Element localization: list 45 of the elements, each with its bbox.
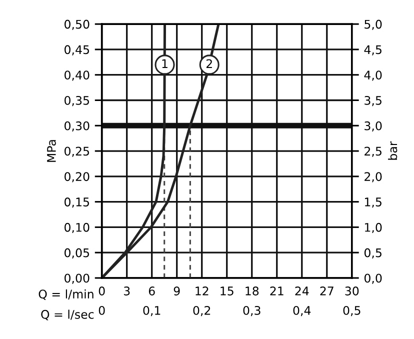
y-tick-label: 0,50 (64, 20, 90, 30)
y-tick-label: 0,10 (64, 222, 90, 234)
x2-axis-title: Q = l/sec (41, 310, 94, 320)
x2-tick-label: 0,1 (143, 306, 160, 316)
y-tick-label: 0,20 (64, 172, 90, 182)
y-tick-label: 0,40 (64, 70, 90, 81)
x-tick-label: 6 (148, 286, 155, 296)
y-tick-label: 0,05 (64, 248, 90, 258)
x2-tick-label: 0,4 (293, 306, 311, 316)
y2-tick-label: 3,0 (364, 121, 382, 132)
y2-tick-label: 1,0 (365, 222, 382, 234)
y2-tick-label: 4,5 (364, 45, 382, 56)
x2-tick-label: 0 (98, 306, 105, 315)
y-axis-title: MPa (47, 140, 56, 162)
x2-tick-label: 0,5 (343, 306, 360, 316)
annotation: 2 (206, 59, 212, 68)
y-tick-label: 0,35 (64, 96, 90, 106)
y2-tick-label: 4,0 (364, 70, 382, 81)
y2-tick-label: 1,5 (365, 198, 382, 208)
x2-tick-label: 0,3 (243, 306, 260, 316)
x-tick-label: 21 (270, 286, 284, 296)
x-tick-label: 3 (124, 286, 130, 296)
x-tick-label: 27 (320, 286, 334, 296)
y2-axis-title: bar (388, 141, 398, 160)
y-tick-label: 0,00 (64, 274, 90, 284)
x-tick-label: 9 (174, 286, 180, 296)
y-tick-label: 0,45 (64, 45, 90, 56)
y2-tick-label: 0,0 (364, 274, 382, 284)
y2-tick-label: 3,5 (364, 96, 382, 106)
x-tick-label: 24 (295, 286, 309, 296)
y2-tick-label: 0,5 (364, 248, 382, 258)
x-axis-title: Q = l/min (38, 289, 94, 300)
x2-tick-label: 0,2 (193, 306, 210, 316)
x-tick-label: 18 (246, 286, 259, 296)
x-tick-label: 12 (196, 286, 208, 296)
y2-tick-label: 2,5 (364, 146, 382, 157)
y-tick-label: 0,30 (64, 121, 90, 132)
y-tick-label: 0,15 (64, 198, 90, 208)
x-tick-label: 30 (345, 286, 359, 296)
annotation: 1 (162, 59, 168, 68)
y2-tick-label: 5,0 (364, 20, 382, 30)
y-tick-label: 0,25 (64, 146, 90, 157)
x-tick-label: 0 (98, 286, 105, 296)
x-tick-label: 15 (220, 286, 234, 296)
y2-tick-label: 2,0 (364, 172, 382, 182)
